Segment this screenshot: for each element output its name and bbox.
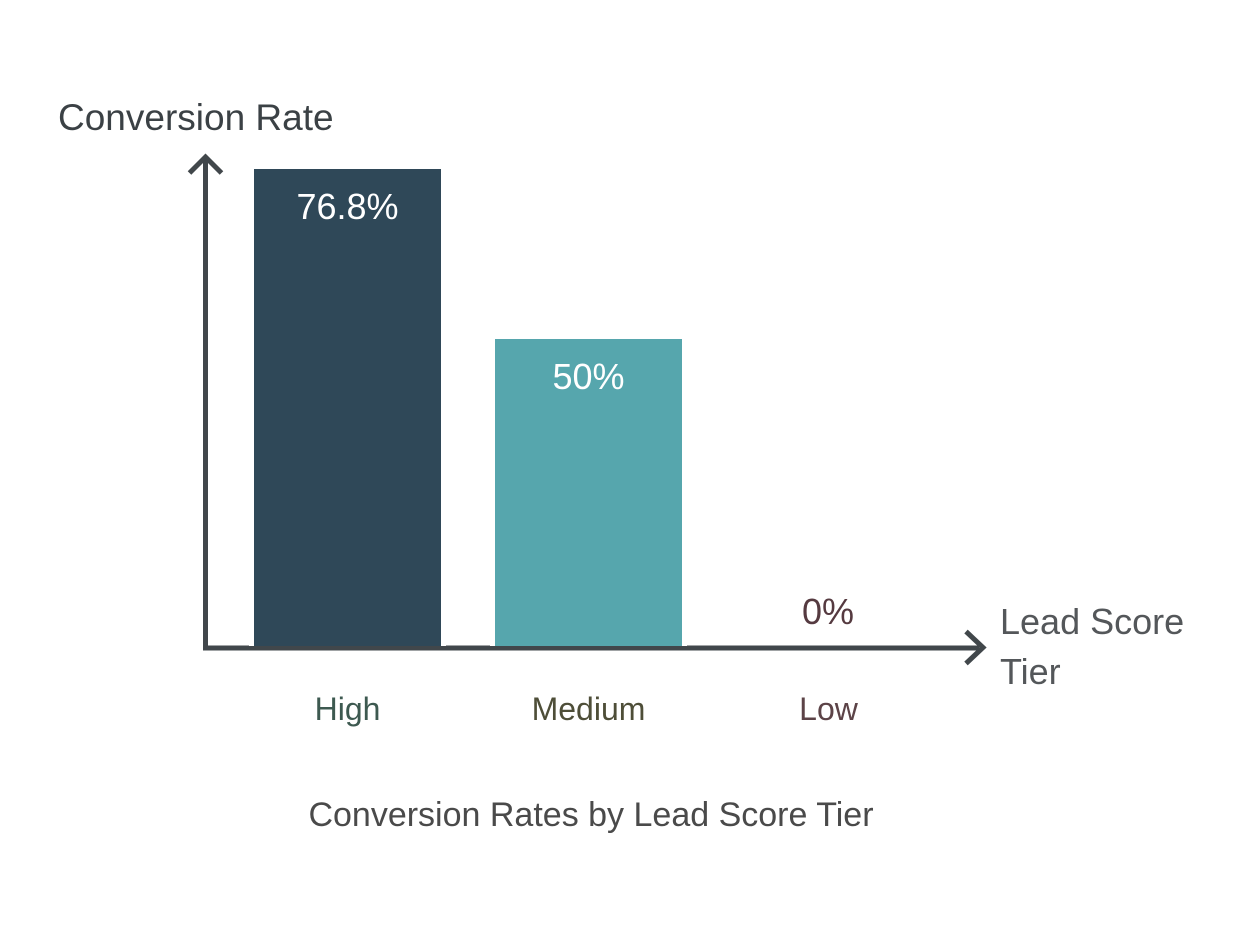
y-axis-title: Conversion Rate xyxy=(58,97,334,138)
x-axis-title: Lead Score Tier xyxy=(1000,601,1185,693)
bar-medium: 50% xyxy=(490,334,687,646)
bar-high-value-label: 76.8% xyxy=(296,186,399,227)
bar-medium-value-label: 50% xyxy=(552,356,625,397)
category-label-high: High xyxy=(314,691,381,727)
bar-low-value-label: 0% xyxy=(801,591,855,632)
bar-high: 76.8% xyxy=(249,164,446,646)
category-label-medium: Medium xyxy=(531,691,646,727)
chart-title: Conversion Rates by Lead Score Tier xyxy=(308,796,874,834)
y-axis-arrow-icon xyxy=(187,153,224,175)
x-axis-arrow-icon xyxy=(964,629,987,666)
category-label-low: Low xyxy=(799,691,858,727)
